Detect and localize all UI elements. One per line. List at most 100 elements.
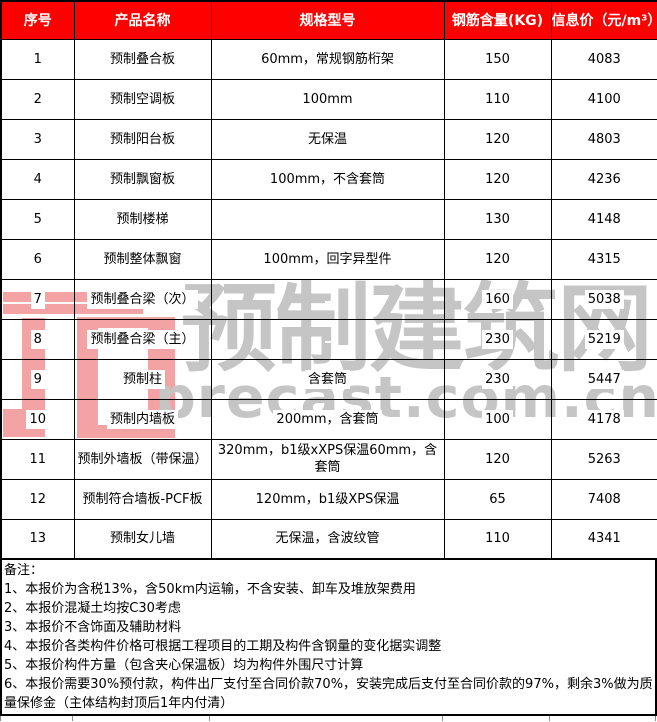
cell-text: 预制叠合板 bbox=[106, 49, 178, 69]
cell-no: 4 bbox=[0, 158, 75, 200]
cell-text: 5263 bbox=[584, 449, 624, 469]
cell-price: 5263 bbox=[550, 438, 657, 480]
grid-tick bbox=[0, 716, 1, 721]
cell-text: 4341 bbox=[584, 529, 624, 549]
table-row: 11 预制外墙板（带保温） 320mm，b1级xXPS保温60mm，含套筒 120 52… bbox=[0, 438, 657, 480]
cell-spec: 100mm bbox=[210, 78, 445, 120]
column-header-label: 钢筋含量(KG) bbox=[451, 13, 544, 30]
cell-text: 120 bbox=[482, 129, 513, 149]
table-row: 10 预制内墙板 200mm，含套筒 100 4178 bbox=[0, 398, 657, 440]
cell-steel: 130 bbox=[443, 198, 552, 240]
cell-text: 含套筒 bbox=[304, 369, 350, 389]
cell-text: 7408 bbox=[584, 489, 624, 509]
cell-text: 8 bbox=[30, 329, 45, 349]
cell-no: 2 bbox=[0, 78, 75, 120]
cell-price: 4148 bbox=[550, 198, 657, 240]
cell-spec: 含套筒 bbox=[210, 358, 445, 400]
cell-steel: 120 bbox=[443, 238, 552, 280]
cell-text: 5447 bbox=[584, 369, 624, 389]
cell-text: 3 bbox=[30, 129, 45, 149]
table-row: 7 预制叠合梁（次） 160 5038 bbox=[0, 278, 657, 320]
note-item: 2、本报价混凝土均按C30考虑 bbox=[4, 601, 181, 616]
cell-text: 10 bbox=[26, 409, 50, 429]
cell-price: 4178 bbox=[550, 398, 657, 440]
note-item: 1、本报价为含税13%，含50km内运输，不含安装、卸车及堆放架费用 bbox=[4, 582, 416, 597]
cell-price: 5447 bbox=[550, 358, 657, 400]
cell-spec: 200mm，含套筒 bbox=[210, 398, 445, 440]
cell-name: 预制整体飘窗 bbox=[73, 238, 212, 280]
cell-name: 预制符合墙板-PCF板 bbox=[73, 478, 212, 520]
cell-text: 100mm bbox=[299, 89, 356, 109]
cell-text: 6 bbox=[30, 249, 45, 269]
cell-text: 200mm，含套筒 bbox=[273, 409, 382, 429]
column-header: 产品名称 bbox=[73, 0, 212, 40]
grid-tick bbox=[655, 716, 656, 721]
column-header: 规格型号 bbox=[210, 0, 445, 40]
cell-steel: 65 bbox=[443, 478, 552, 520]
column-header: 钢筋含量(KG) bbox=[443, 0, 552, 40]
cell-spec bbox=[210, 278, 445, 320]
grid-tick bbox=[72, 716, 73, 721]
cell-no: 11 bbox=[0, 438, 75, 480]
notes-section: 备注： 1、本报价为含税13%，含50km内运输，不含安装、卸车及堆放架费用 2、… bbox=[0, 560, 657, 716]
cell-price: 5219 bbox=[550, 318, 657, 360]
cell-text: 4178 bbox=[584, 409, 624, 429]
cell-text: 5 bbox=[30, 209, 45, 229]
note-item: 3、本报价不含饰面及辅助材料 bbox=[4, 620, 182, 635]
cell-text: 230 bbox=[482, 329, 513, 349]
cell-steel: 100 bbox=[443, 398, 552, 440]
cell-price: 5038 bbox=[550, 278, 657, 320]
column-header-label: 规格型号 bbox=[299, 13, 356, 30]
cell-no: 10 bbox=[0, 398, 75, 440]
cell-text: 无保温，含波纹管 bbox=[272, 529, 383, 549]
cell-text: 9 bbox=[30, 369, 45, 389]
note-item: 6、本报价需要30%预付款，构件出厂支付至合同价款70%，安装完成后支付至合同价… bbox=[4, 677, 653, 711]
cell-steel: 230 bbox=[443, 358, 552, 400]
cell-name: 预制柱 bbox=[73, 358, 212, 400]
cell-name: 预制阳台板 bbox=[73, 118, 212, 160]
table-row: 2 预制空调板 100mm 110 4100 bbox=[0, 78, 657, 120]
cell-text: 12 bbox=[26, 489, 50, 509]
cell-text: 预制柱 bbox=[119, 369, 165, 389]
cell-name: 预制楼梯 bbox=[73, 198, 212, 240]
cell-text: 预制阳台板 bbox=[106, 129, 178, 149]
cell-text: 320mm，b1级xXPS保温60mm，含套筒 bbox=[211, 441, 444, 477]
cell-text: 预制空调板 bbox=[106, 89, 178, 109]
cell-text: 4083 bbox=[584, 49, 624, 69]
column-header: 序号 bbox=[0, 0, 75, 40]
cell-text: 预制叠合梁（次） bbox=[87, 289, 198, 309]
table-row: 6 预制整体飘窗 100mm，回字异型件 120 4315 bbox=[0, 238, 657, 280]
cell-no: 7 bbox=[0, 278, 75, 320]
cell-name: 预制外墙板（带保温） bbox=[73, 438, 212, 480]
cell-spec: 100mm，不含套筒 bbox=[210, 158, 445, 200]
cell-text: 230 bbox=[482, 369, 513, 389]
cell-text: 110 bbox=[482, 529, 513, 549]
cell-text: 130 bbox=[482, 209, 513, 229]
notes-label: 备注： bbox=[4, 563, 44, 578]
table-row: 3 预制阳台板 无保温 120 4803 bbox=[0, 118, 657, 160]
cell-price: 4341 bbox=[550, 518, 657, 560]
cell-steel: 120 bbox=[443, 438, 552, 480]
cell-steel: 150 bbox=[443, 38, 552, 80]
cell-spec: 100mm，回字异型件 bbox=[210, 238, 445, 280]
cell-text: 2 bbox=[30, 89, 45, 109]
table-row: 9 预制柱 含套筒 230 5447 bbox=[0, 358, 657, 400]
cell-steel: 110 bbox=[443, 78, 552, 120]
cell-text: 4148 bbox=[584, 209, 624, 229]
grid-tick bbox=[549, 716, 550, 721]
cell-text: 120 bbox=[482, 169, 513, 189]
cell-text: 7 bbox=[30, 289, 45, 309]
cell-no: 13 bbox=[0, 518, 75, 560]
cell-spec: 120mm，b1级XPS保温 bbox=[210, 478, 445, 520]
cell-text: 150 bbox=[482, 49, 513, 69]
cell-text: 4803 bbox=[584, 129, 624, 149]
cell-name: 预制叠合梁（主） bbox=[73, 318, 212, 360]
cell-text: 110 bbox=[482, 89, 513, 109]
cell-price: 7408 bbox=[550, 478, 657, 520]
cell-text bbox=[324, 340, 331, 343]
cell-text: 4315 bbox=[584, 249, 624, 269]
table-row: 8 预制叠合梁（主） 230 5219 bbox=[0, 318, 657, 360]
cell-spec bbox=[210, 198, 445, 240]
grid-tick bbox=[442, 716, 443, 721]
